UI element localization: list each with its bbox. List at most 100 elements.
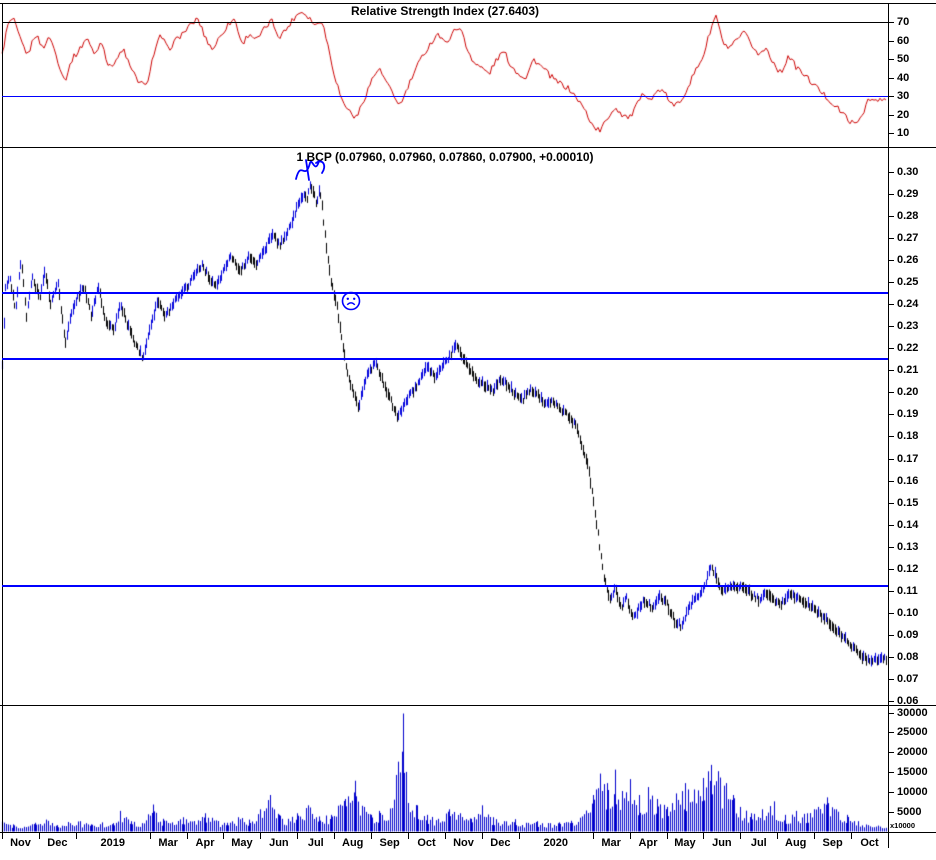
y-axis-tickmark [889,392,894,394]
x-axis-tickmark [740,833,741,839]
sad-face-annotation[interactable] [340,290,362,312]
x-axis-label: Dec [490,837,511,849]
y-axis-label: 25000 [897,726,928,739]
y-axis-label: 0.14 [897,518,919,531]
price-volume-panel-divider [0,705,936,706]
y-axis-label: 5000 [897,805,922,818]
x-axis-label: Nov [10,837,31,849]
x-axis-label: Oct [417,837,436,849]
y-axis-label: 0.06 [897,694,919,707]
x-axis-tickmark [519,833,520,839]
x-axis-tickmark [76,833,77,839]
x-axis-label: Jun [269,837,289,849]
y-axis-tickmark [889,436,894,438]
y-axis-label: 0.09 [897,628,919,641]
x-axis-label: May [231,837,253,849]
y-axis-tickmark [889,194,894,196]
sad-face-right-eye [352,297,356,300]
y-axis-label: 0.18 [897,430,919,443]
y-axis-tickmark [889,458,894,460]
y-axis-tickmark [889,370,894,372]
x-axis-tickmark [851,833,852,839]
volume-xaxis-divider [0,832,936,833]
y-axis-label: 0.16 [897,474,919,487]
y-axis-tickmark [889,480,894,482]
scribble-path [295,158,326,181]
x-axis-tickmark [39,833,40,839]
x-axis-tickmark [593,833,594,839]
y-axis-tickmark [889,678,894,680]
y-axis-tickmark [889,238,894,240]
y-axis-label: 30000 [897,706,928,719]
y-axis-tickmark [889,22,894,23]
x-axis-tickmark [334,833,335,839]
y-axis-label: 20 [897,108,910,121]
y-axis-label: 0.22 [897,342,919,355]
y-axis-label: 40 [897,71,910,84]
volume-unit-label: x10000 [890,821,916,830]
x-axis-tickmark [482,833,483,839]
x-axis-label: May [674,837,696,849]
y-axis-tickmark [889,414,894,416]
y-axis-tickmark [889,96,894,97]
x-axis-tickmark [371,833,372,839]
y-axis-tickmark [889,216,894,218]
y-axis-tickmark [889,634,894,636]
support-resistance-line[interactable] [2,585,888,588]
y-axis-label: 50 [897,53,910,65]
x-axis-label: Oct [860,837,879,849]
y-axis-tickmark [889,40,894,42]
y-axis-tickmark [889,546,894,548]
x-axis-tickmark [223,833,224,839]
support-resistance-line[interactable] [2,292,888,295]
y-axis-tickmark [889,172,894,173]
y-axis-tickmark [889,304,894,306]
rsi-threshold-line[interactable] [2,95,888,97]
y-axis-tickmark [889,712,894,714]
y-axis-tickmark [889,326,894,328]
y-axis-label: 15000 [897,766,928,778]
y-axis-tickmark [889,348,894,350]
y-axis-label: 0.11 [897,584,918,597]
x-axis-label: Apr [638,837,658,849]
frame-top-border [0,3,936,4]
x-axis-tickmark [408,833,409,839]
rsi-threshold-line[interactable] [2,21,888,23]
y-axis-tickmark [889,59,894,60]
frame-left-border [2,3,3,832]
y-axis-tickmark [889,772,894,773]
y-axis-label: 0.20 [897,386,919,399]
y-axis-label: 20000 [897,746,928,759]
y-axis-label: 0.19 [897,408,919,421]
price-panel-title: 1 BCP (0.07960, 0.07960, 0.07860, 0.0790… [296,150,594,164]
scribble-annotation[interactable] [293,156,331,184]
y-axis-label: 70 [897,16,910,28]
x-axis-label: Jul [307,837,324,849]
y-axis-tickmark [889,77,894,79]
y-axis-tickmark [889,133,894,134]
x-axis-tickmark [150,833,151,839]
support-resistance-line[interactable] [2,358,888,361]
y-axis-label: 0.30 [897,166,919,178]
y-axis-tickmark [889,791,894,793]
x-axis-label: Jul [750,837,767,849]
x-axis-label: Dec [47,837,68,849]
x-axis-label: 2020 [543,837,568,849]
y-axis-label: 0.27 [897,232,919,245]
x-axis-tickmark [667,833,668,839]
x-axis-label: Sep [822,837,843,849]
y-axis-tickmark [889,752,894,754]
y-axis-label: 10000 [897,785,928,798]
x-axis-label: Mar [601,837,621,849]
x-axis-tickmark [777,833,778,839]
y-axis-label: 0.24 [897,298,919,311]
y-axis-tickmark [889,732,894,734]
y-axis-label: 0.21 [897,364,919,377]
x-axis-label: Jun [712,837,732,849]
rsi-panel-title: Relative Strength Index (27.6403) [350,4,540,18]
y-axis-tickmark [889,612,894,614]
y-axis-label: 60 [897,34,910,47]
y-axis-label: 0.15 [897,496,919,509]
